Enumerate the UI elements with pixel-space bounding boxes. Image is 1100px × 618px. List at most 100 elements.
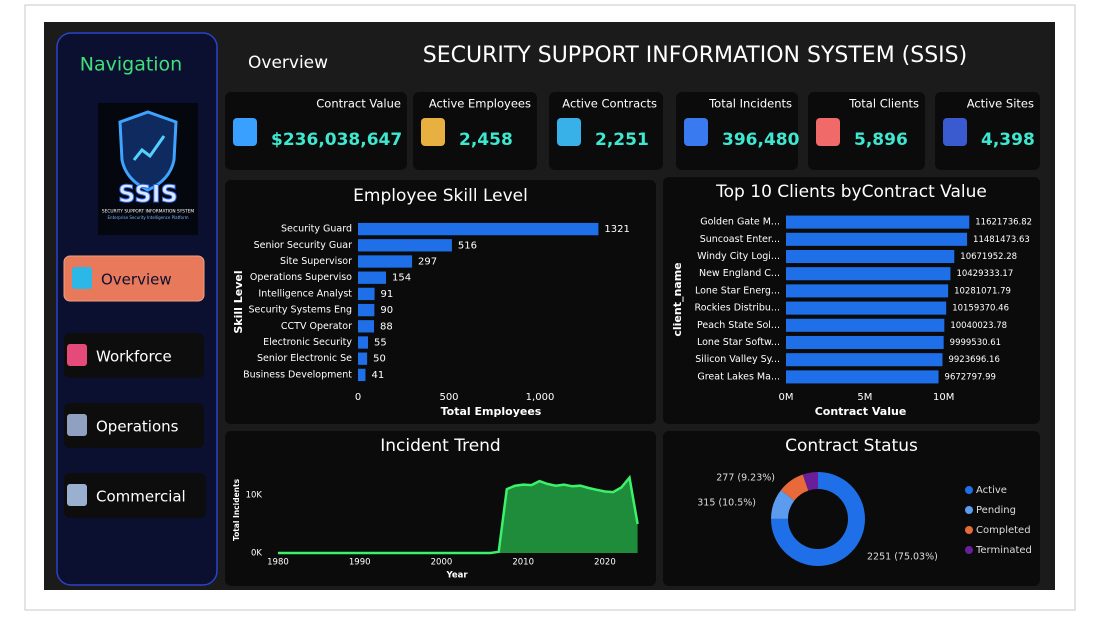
y-tick-label: New England C...: [699, 268, 780, 279]
nav-button[interactable]: [64, 333, 204, 378]
nav-title: Navigation: [80, 54, 182, 76]
nav-button-label[interactable]: Overview: [101, 271, 172, 289]
kpi-card: [935, 92, 1040, 170]
kpi-label: Total Clients: [848, 97, 919, 111]
data-label: 11621736.82: [975, 218, 1032, 228]
x-tick-label: 5M: [857, 392, 872, 403]
kpi-label: Active Sites: [967, 97, 1034, 111]
y-tick-label: Silicon Valley Sy...: [695, 354, 780, 365]
y-tick-label: Peach State Sol...: [697, 320, 780, 331]
legend-label: Pending: [976, 505, 1016, 516]
legend-swatch: [965, 486, 973, 494]
kpi-card: [413, 92, 537, 170]
x-tick-label: 0: [355, 392, 361, 403]
logo-full-name: SECURITY SUPPORT INFORMATION SYSTEM: [102, 209, 194, 215]
bar: [358, 239, 452, 252]
data-label: 50: [373, 354, 386, 365]
data-label: 9999530.61: [950, 338, 1001, 348]
kpi-icon: [816, 118, 840, 146]
kpi-label: Active Contracts: [562, 97, 657, 111]
kpi-value: 396,480: [722, 130, 800, 150]
kpi-value: 4,398: [981, 130, 1035, 150]
kpi-label: Active Employees: [429, 97, 531, 111]
bar: [786, 301, 947, 315]
data-label: 41: [371, 370, 384, 381]
chart-title: Contract Status: [785, 436, 918, 456]
y-axis-label: client_name: [671, 262, 684, 336]
bar: [786, 267, 951, 281]
bar: [786, 353, 943, 367]
nav-button[interactable]: [63, 255, 205, 302]
nav-button-label[interactable]: Commercial: [96, 488, 186, 506]
bar: [358, 336, 369, 349]
data-label: 277 (9.23%): [716, 473, 775, 484]
x-tick-label: 1990: [349, 558, 371, 568]
bar: [786, 284, 949, 298]
bar: [358, 303, 375, 317]
kpi-icon: [557, 118, 581, 146]
donut-slice: [771, 472, 865, 566]
nav-icon: [67, 484, 87, 506]
y-axis-label: Skill Level: [232, 270, 245, 333]
nav-button-label[interactable]: Workforce: [96, 348, 172, 366]
data-label: 2251 (75.03%): [867, 552, 938, 563]
logo-name: SSIS: [118, 180, 178, 208]
kpi-value: 2,458: [459, 130, 513, 150]
y-tick-label: Suncoast Enter...: [700, 234, 780, 245]
bar: [786, 215, 970, 229]
donut-slice: [771, 490, 795, 519]
kpi-value: 5,896: [854, 130, 908, 150]
nav-button[interactable]: [64, 403, 204, 448]
nav-button[interactable]: [64, 473, 206, 518]
y-tick-label: Security Systems Eng: [249, 305, 352, 316]
x-axis-label: Year: [445, 571, 468, 581]
data-label: 315 (10.5%): [697, 498, 756, 509]
nav-button-label[interactable]: Operations: [96, 418, 179, 436]
bar: [358, 287, 375, 301]
chart-title: Top 10 Clients byContract Value: [715, 182, 987, 202]
logo-shield: [118, 110, 178, 192]
bar: [358, 352, 368, 365]
kpi-icon: [684, 118, 708, 146]
bar: [358, 255, 413, 268]
donut-slice: [780, 474, 809, 501]
data-label: 10429333.17: [956, 269, 1013, 279]
bar: [786, 318, 945, 332]
bar: [358, 368, 366, 382]
kpi-label: Total Incidents: [708, 97, 792, 111]
data-label: 91: [381, 289, 394, 300]
y-tick-label: Lone Star Energ...: [695, 285, 780, 296]
bar: [786, 335, 944, 350]
x-axis-label: Total Employees: [441, 405, 542, 418]
kpi-icon: [421, 118, 445, 146]
bar: [358, 271, 387, 284]
kpi-icon: [943, 118, 967, 146]
y-tick-label: CCTV Operator: [281, 321, 352, 332]
y-tick-label: 0K: [251, 549, 262, 559]
y-tick-label: Senior Security Guar: [254, 240, 353, 251]
y-tick-label: Operations Superviso: [250, 272, 352, 283]
data-label: 10159370.46: [952, 304, 1009, 314]
donut-slice: [802, 472, 818, 491]
y-tick-label: Great Lakes Ma...: [697, 371, 780, 382]
x-tick-label: 2010: [512, 558, 534, 568]
data-label: 1321: [604, 224, 629, 235]
chart-title: Employee Skill Level: [353, 186, 528, 206]
kpi-label: Contract Value: [316, 97, 401, 111]
kpi-icon: [233, 118, 257, 146]
chart-panel: [225, 180, 656, 424]
legend-swatch: [965, 546, 973, 554]
y-tick-label: Electronic Security: [263, 337, 352, 348]
data-label: 55: [374, 338, 387, 349]
legend-swatch: [965, 506, 973, 514]
data-label: 11481473.63: [973, 235, 1030, 245]
dashboard-title: SECURITY SUPPORT INFORMATION SYSTEM (SSI…: [423, 43, 967, 68]
bar: [358, 320, 375, 333]
y-tick-label: Golden Gate M...: [700, 217, 780, 228]
y-tick-label: Lone Star Softw...: [697, 337, 780, 348]
data-label: 90: [380, 305, 393, 316]
kpi-card: [225, 92, 407, 170]
chart-title: Incident Trend: [380, 436, 500, 456]
